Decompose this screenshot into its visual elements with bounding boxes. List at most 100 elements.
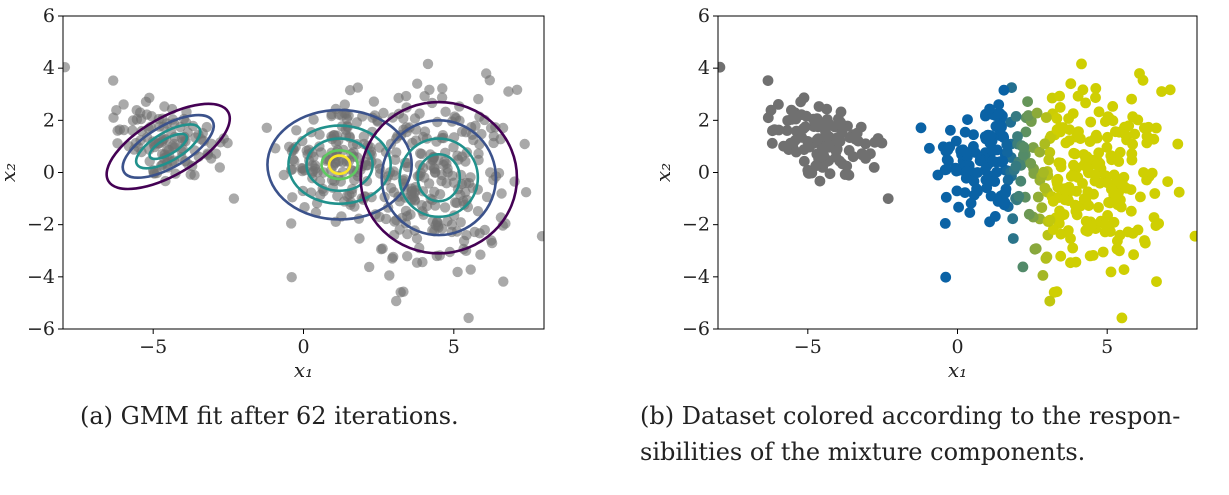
panel-a-ylabel: x₂ <box>0 163 20 182</box>
panel-b-data-point <box>1108 216 1120 228</box>
panel-a-data-point <box>481 191 493 203</box>
panel-b-data-point <box>1173 186 1185 198</box>
panel-a-data-point <box>465 264 476 275</box>
panel-a-data-point <box>287 192 298 203</box>
panel-b-data-point <box>800 110 812 122</box>
panel-a-data-point <box>439 202 451 213</box>
panel-b-data-point <box>800 121 811 133</box>
panel-b-data-point <box>989 211 1001 222</box>
panel-a-data-point <box>473 148 484 159</box>
panel-a-data-point <box>387 253 398 264</box>
panel-a-data-point <box>406 185 418 197</box>
panel-b-data-point <box>1143 121 1154 133</box>
panel-a-data-point <box>486 235 497 246</box>
panel-a-data-point <box>384 270 395 281</box>
panel-b-data-point <box>1093 147 1105 159</box>
panel-b-data-point <box>1099 219 1111 231</box>
panel-b-data-point <box>1000 187 1011 199</box>
panel-b-data-point <box>968 129 979 141</box>
panel-a-data-point <box>391 295 402 307</box>
panel-b-data-point <box>1001 139 1013 151</box>
panel-b-ytick-label: −4 <box>682 266 710 288</box>
panel-b-data-point <box>1107 101 1119 112</box>
panel-b-data-point <box>835 106 847 118</box>
panel-b-data-point <box>1148 133 1160 145</box>
panel-b-data-point <box>1137 74 1149 86</box>
panel-b-data-point <box>796 132 808 143</box>
panel-a-data-point <box>536 231 544 242</box>
panel-b-data-point <box>940 164 952 175</box>
panel-b-data-point <box>1093 202 1104 213</box>
panel-a-data-point <box>412 78 423 89</box>
panel-a-data-point <box>462 201 474 213</box>
panel-a-data-point <box>377 243 388 254</box>
panel-b-data-point <box>1101 177 1113 189</box>
panel-a-data-point <box>394 224 405 235</box>
panel-a-xlabel: x₁ <box>294 358 313 382</box>
panel-b-data-point <box>1114 229 1126 241</box>
panel-b-data-point <box>1068 159 1079 171</box>
panel-b-data-point <box>939 218 951 229</box>
panel-b-data-point <box>1077 84 1089 96</box>
panel-a-data-point <box>479 224 490 236</box>
panel-a-data-point <box>332 190 343 202</box>
panel-b-data-point <box>1126 148 1138 160</box>
panel-a-ytick-label: 4 <box>43 57 55 79</box>
panel-a-contour-line <box>121 113 215 180</box>
panel-a-data-point <box>291 125 302 136</box>
panel-a-data-point <box>414 108 425 119</box>
caption-b-line-1: (b) Dataset colored according to the res… <box>640 402 1181 430</box>
panel-b-data-point <box>1110 126 1121 138</box>
panel-b-data-point <box>1138 167 1149 178</box>
panel-a-data-point <box>63 62 71 73</box>
panel-a-data-point <box>118 99 129 110</box>
panel-b-data-point <box>1065 78 1077 90</box>
panel-a-data-point <box>472 206 484 217</box>
panel-a-data-point <box>185 169 196 180</box>
panel-a-data-point <box>430 200 441 211</box>
panel-b-data-point <box>773 124 785 136</box>
panel-b-data-point <box>1038 166 1049 178</box>
panel-b-data-point <box>1093 106 1105 118</box>
panel-a-data-point <box>112 138 123 149</box>
panel-a-data-point <box>440 106 451 118</box>
panel-b-data-point <box>982 129 993 141</box>
panel-b-data-point <box>1054 102 1066 113</box>
panel-b-data-point <box>1043 154 1055 166</box>
panel-b-frame <box>717 15 1198 330</box>
panel-b-ytick-label: 2 <box>698 109 710 131</box>
panel-b-data-point <box>1114 245 1125 257</box>
panel-b-data-point <box>1054 90 1065 102</box>
panel-a-data-point <box>368 96 380 107</box>
panel-b-data-point <box>1087 250 1099 261</box>
panel-b-data-point <box>944 141 956 153</box>
panel-b-data-point <box>968 141 979 152</box>
panel-a-data-point <box>434 250 445 261</box>
panel-a-data-point <box>214 162 225 173</box>
panel-a-data-point <box>228 193 240 204</box>
panel-b-data-point <box>1127 111 1139 123</box>
panel-b-data-point <box>810 160 822 172</box>
panel-a-data-point <box>496 188 507 199</box>
panel-b-ytick-label: 4 <box>698 57 710 79</box>
panel-a-data-point <box>222 137 233 149</box>
panel-a-data-point <box>432 116 443 128</box>
panel-a-data-point <box>315 189 326 201</box>
panel-a-contour-line <box>305 137 374 193</box>
panel-b-data-point <box>1034 146 1046 158</box>
panel-a-data-point <box>390 154 401 165</box>
panel-b-data-point <box>972 167 983 178</box>
panel-a-frame <box>62 15 545 330</box>
panel-b-data-point <box>785 137 796 149</box>
panel-a-data-point <box>436 92 448 103</box>
panel-b-data-point <box>830 151 842 163</box>
panel-b-data-point <box>847 151 859 163</box>
panel-b-data-point <box>1076 58 1087 70</box>
panel-b-data-point <box>968 189 980 201</box>
panel-b-ytick-label: −2 <box>682 214 710 236</box>
panel-b-data-point <box>1020 126 1032 138</box>
panel-a-data-point <box>438 159 449 171</box>
panel-b-data-point <box>1015 175 1027 187</box>
panel-b-data-point <box>1162 176 1174 188</box>
panel-b-xtick-label: 0 <box>951 336 963 358</box>
